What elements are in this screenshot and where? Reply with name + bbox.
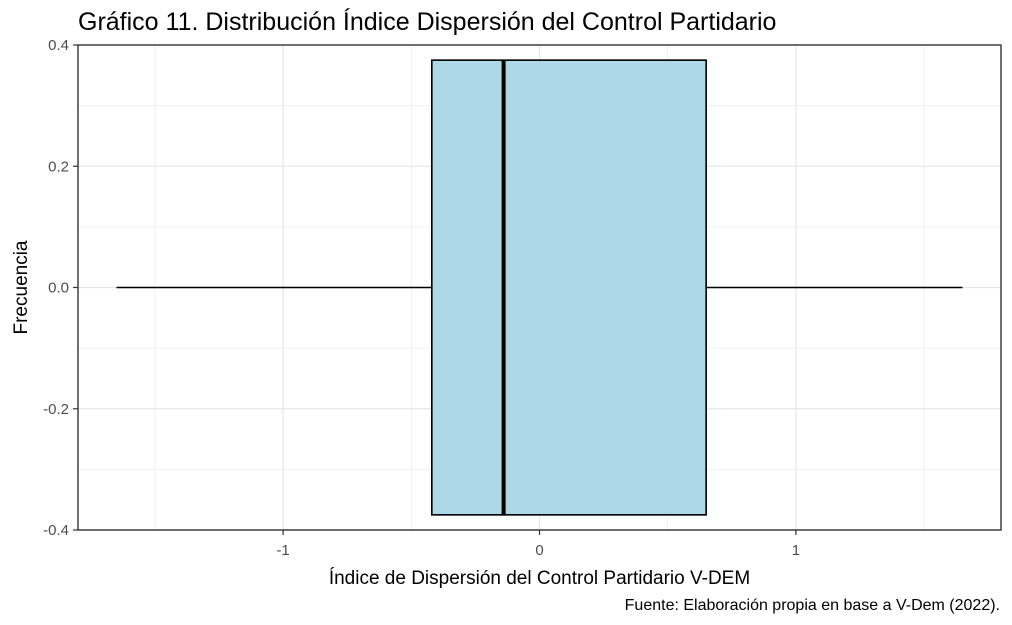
x-tick-label: 0	[535, 542, 543, 559]
y-tick-label: 0.0	[48, 280, 69, 297]
y-axis-title: Frecuencia	[11, 240, 32, 334]
x-axis-title: Índice de Dispersión del Control Partida…	[329, 568, 750, 589]
chart-title: Gráfico 11. Distribución Índice Dispersi…	[78, 8, 777, 36]
y-tick-label: -0.2	[43, 401, 69, 418]
y-tick-label: 0.2	[48, 158, 69, 175]
y-tick-label: -0.4	[43, 522, 69, 539]
x-tick-label: 1	[792, 542, 800, 559]
y-tick-label: 0.4	[48, 37, 69, 54]
source-caption: Fuente: Elaboración propia en base a V-D…	[624, 597, 1000, 614]
x-tick-label: -1	[276, 542, 289, 559]
interquartile-box	[431, 59, 707, 516]
